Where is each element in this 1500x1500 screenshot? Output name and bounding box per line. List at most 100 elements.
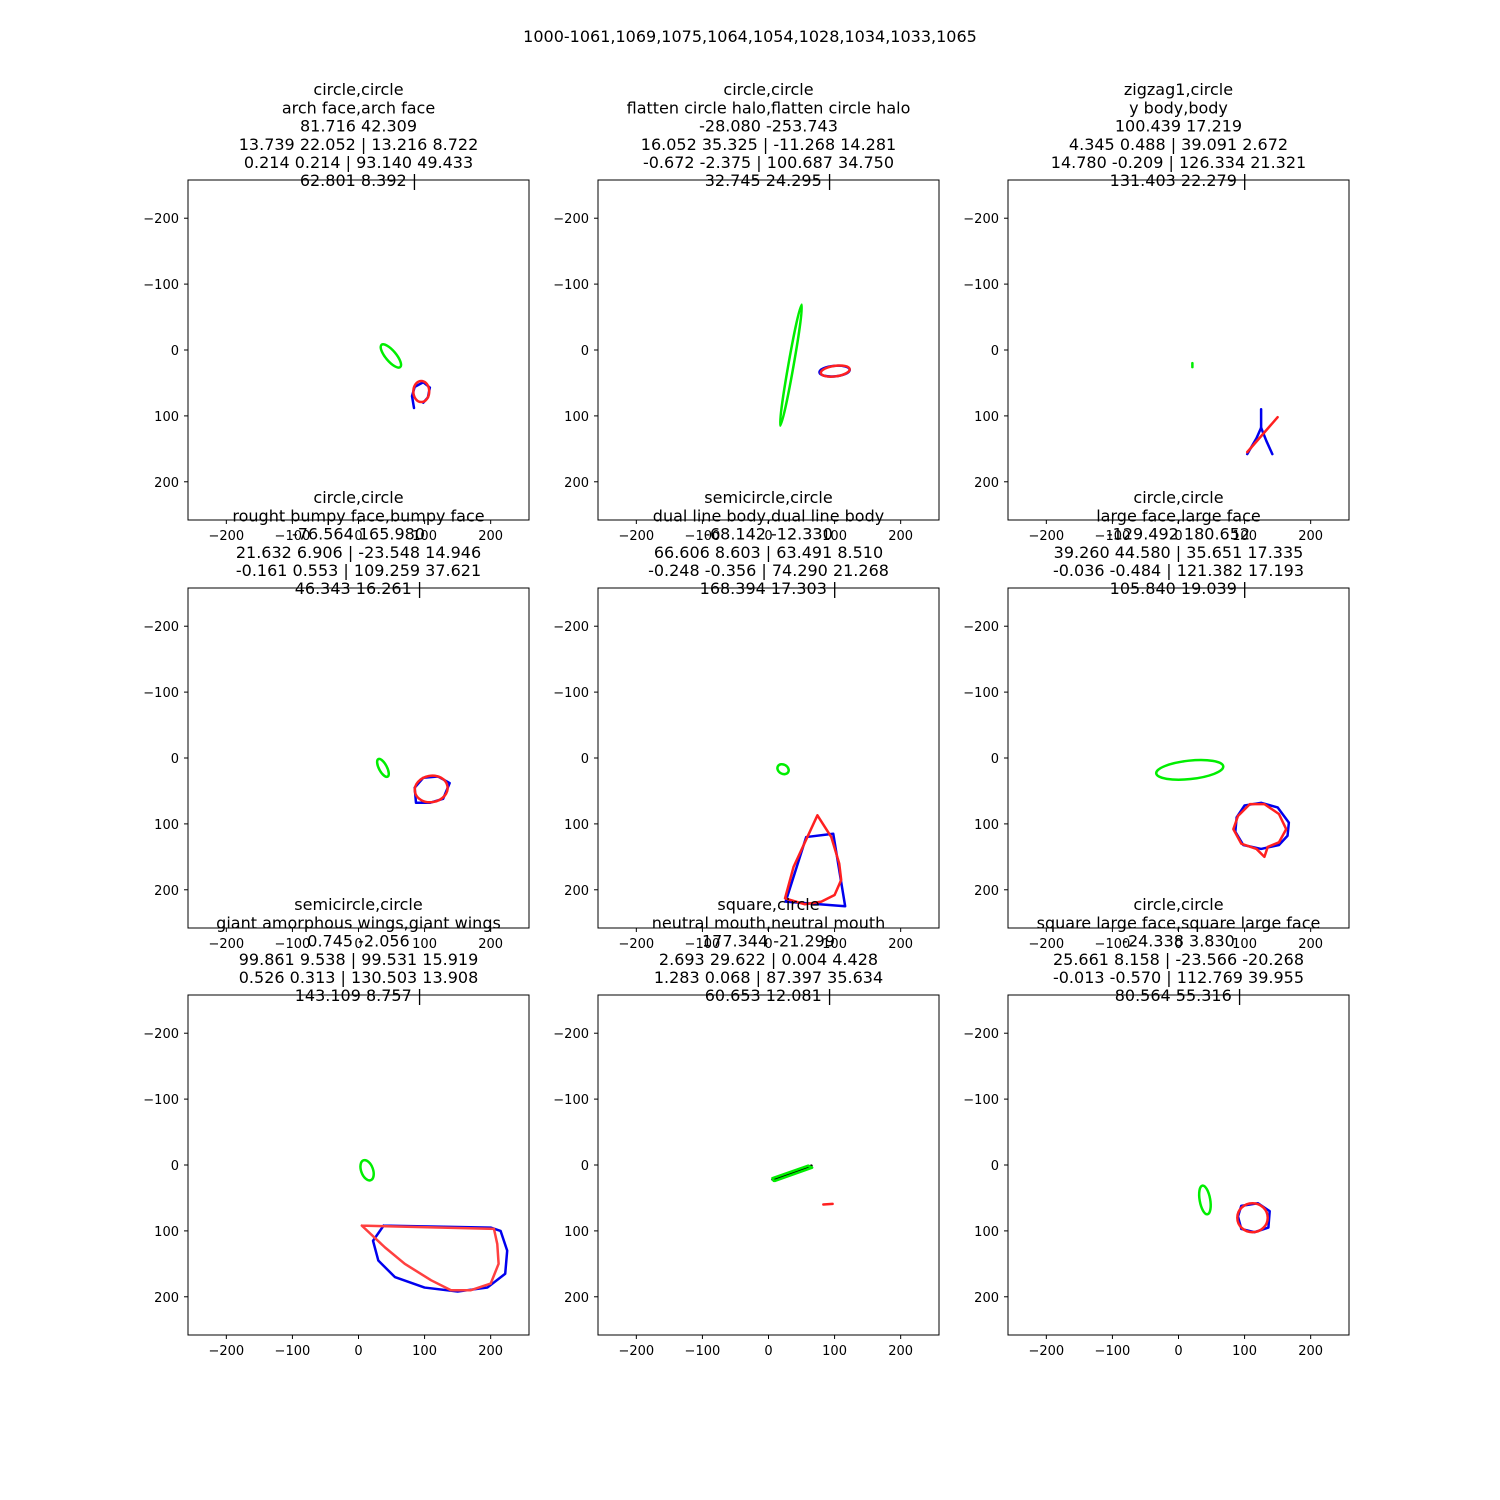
y-tick-label: −100	[963, 686, 999, 701]
series-3-curve	[360, 1224, 500, 1292]
subplot-title-line: 99.861 9.538 | 99.531 15.919	[239, 950, 479, 969]
series-1-curve	[776, 762, 790, 776]
x-tick-label: 100	[412, 1344, 437, 1359]
series-3-curve	[1236, 1201, 1269, 1234]
x-tick-label: −100	[685, 937, 721, 952]
subplot-title-line: 177.344 -21.299	[702, 932, 835, 951]
x-tick-label: 100	[412, 529, 437, 544]
y-tick-label: −200	[963, 620, 999, 635]
x-tick-label: −100	[275, 529, 311, 544]
x-tick-label: 100	[822, 937, 847, 952]
y-tick-label: 200	[564, 476, 589, 491]
subplot-1: −200 −100 0 100 200 −200 −100 0 100 200 circle,cir…	[143, 80, 530, 544]
plot-area	[1197, 1184, 1271, 1234]
x-tick-label: −100	[1095, 1344, 1131, 1359]
y-tick-label: 0	[991, 344, 999, 359]
plot-area	[359, 1158, 509, 1293]
x-tick-label: 100	[412, 937, 437, 952]
x-tick-label: 0	[764, 529, 772, 544]
x-tick-label: 200	[1298, 529, 1323, 544]
subplot-title-line: square,circle	[717, 895, 819, 914]
subplot-title-line: 25.661 8.158 | -23.566 -20.268	[1053, 950, 1304, 969]
figure-suptitle: 1000-1061,1069,1075,1064,1054,1028,1034,…	[523, 27, 977, 46]
x-tick-label: 200	[888, 529, 913, 544]
subplot-title-line: circle,circle	[1133, 488, 1223, 507]
y-tick-label: −100	[553, 278, 589, 293]
y-tick-label: 100	[154, 410, 179, 425]
subplot-title-line: 80.564 55.316 |	[1115, 986, 1243, 1005]
y-tick-label: −100	[963, 1093, 999, 1108]
y-tick-label: 0	[581, 752, 589, 767]
subplot-title-line: semicircle,circle	[294, 895, 422, 914]
plot-area	[375, 757, 451, 805]
axes-frame	[187, 179, 530, 521]
y-tick-label: 100	[154, 818, 179, 833]
y-tick-label: 200	[154, 1291, 179, 1306]
subplot-4: −200 −100 0 100 200 −200 −100 0 100 200 circle,cir…	[143, 488, 530, 952]
series-2-curve	[1245, 408, 1263, 456]
x-tick-label: −100	[1095, 529, 1131, 544]
subplot-title-line: -28.080 -253.743	[699, 117, 838, 136]
subplot-title-line: 81.716 42.309	[300, 117, 417, 136]
subplot-title-line: neutral mouth,neutral mouth	[652, 913, 886, 932]
subplot-title-line: 39.260 44.580 | 35.651 17.335	[1054, 543, 1304, 562]
subplot-title-line: circle,circle	[723, 80, 813, 99]
subplot-title-line: -68.142 -12.330	[704, 525, 833, 544]
y-tick-label: −200	[553, 212, 589, 227]
series-1-curve	[359, 1158, 375, 1182]
x-tick-label: −100	[1095, 937, 1131, 952]
plot-area	[379, 343, 432, 410]
axes-frame	[597, 179, 940, 521]
subplot-2: −200 −100 0 100 200 −200 −100 0 100 200 circle,cir…	[553, 80, 940, 544]
plot-area	[771, 1164, 834, 1206]
subplot-title-line: 66.606 8.603 | 63.491 8.510	[654, 543, 883, 562]
subplot-title-line: semicircle,circle	[704, 488, 832, 507]
x-tick-label: 200	[478, 937, 503, 952]
subplot-title-line: -0.672 -2.375 | 100.687 34.750	[643, 153, 894, 172]
subplot-title-line: 0.526 0.313 | 130.503 13.908	[239, 968, 479, 987]
series-2-curve	[784, 832, 847, 908]
series-3-curve	[783, 814, 843, 906]
subplot-title-line: 46.343 16.261 |	[295, 579, 423, 598]
y-tick-label: −100	[553, 686, 589, 701]
subplot-title-line: zigzag1,circle	[1124, 80, 1233, 99]
y-tick-label: −100	[553, 1093, 589, 1108]
subplot-title-line: 168.394 17.303 |	[700, 579, 838, 598]
x-tick-label: 200	[478, 1344, 503, 1359]
subplot-title-line: 100.439 17.219	[1115, 117, 1242, 136]
y-tick-label: 100	[564, 410, 589, 425]
subplot-title-line: 0.214 0.214 | 93.140 49.433	[244, 153, 473, 172]
y-tick-label: 0	[171, 1159, 179, 1174]
y-tick-label: −200	[963, 212, 999, 227]
series-1-curve	[379, 343, 403, 369]
subplot-title-line: 2.693 29.622 | 0.004 4.428	[659, 950, 878, 969]
plot-area	[1154, 758, 1291, 859]
series-1-curve	[1197, 1184, 1212, 1216]
subplot-title-line: -76.564 165.980	[292, 525, 425, 544]
subplot-title-line: circle,circle	[313, 80, 403, 99]
y-tick-label: 0	[171, 752, 179, 767]
x-tick-label: 0	[764, 1344, 772, 1359]
x-tick-label: 200	[888, 1344, 913, 1359]
axes-frame	[1007, 179, 1350, 521]
subplot-title-line: dual line body,dual line body	[653, 506, 884, 525]
y-tick-label: 200	[974, 1291, 999, 1306]
x-tick-label: 0	[1174, 529, 1182, 544]
x-tick-label: 0	[1174, 937, 1182, 952]
subplot-title-line: flatten circle halo,flatten circle halo	[627, 98, 911, 117]
y-tick-label: 0	[581, 344, 589, 359]
subplot-title-line: 16.052 35.325 | -11.268 14.281	[641, 135, 896, 154]
subplot-title-line: 32.745 24.295 |	[705, 171, 833, 190]
y-tick-label: −100	[143, 686, 179, 701]
x-tick-label: 100	[1232, 937, 1257, 952]
subplot-title-line: circle,circle	[313, 488, 403, 507]
x-tick-label: 200	[1298, 937, 1323, 952]
series-1-curve	[778, 303, 804, 427]
y-tick-label: −200	[143, 212, 179, 227]
subplot-9: −200 −100 0 100 200 −200 −100 0 100 200 circle,cir…	[963, 895, 1350, 1359]
axes-frame	[597, 587, 940, 929]
x-tick-label: 100	[1232, 1344, 1257, 1359]
subplot-title-line: 14.780 -0.209 | 126.334 21.321	[1051, 153, 1306, 172]
series-3-curve	[1259, 426, 1274, 456]
